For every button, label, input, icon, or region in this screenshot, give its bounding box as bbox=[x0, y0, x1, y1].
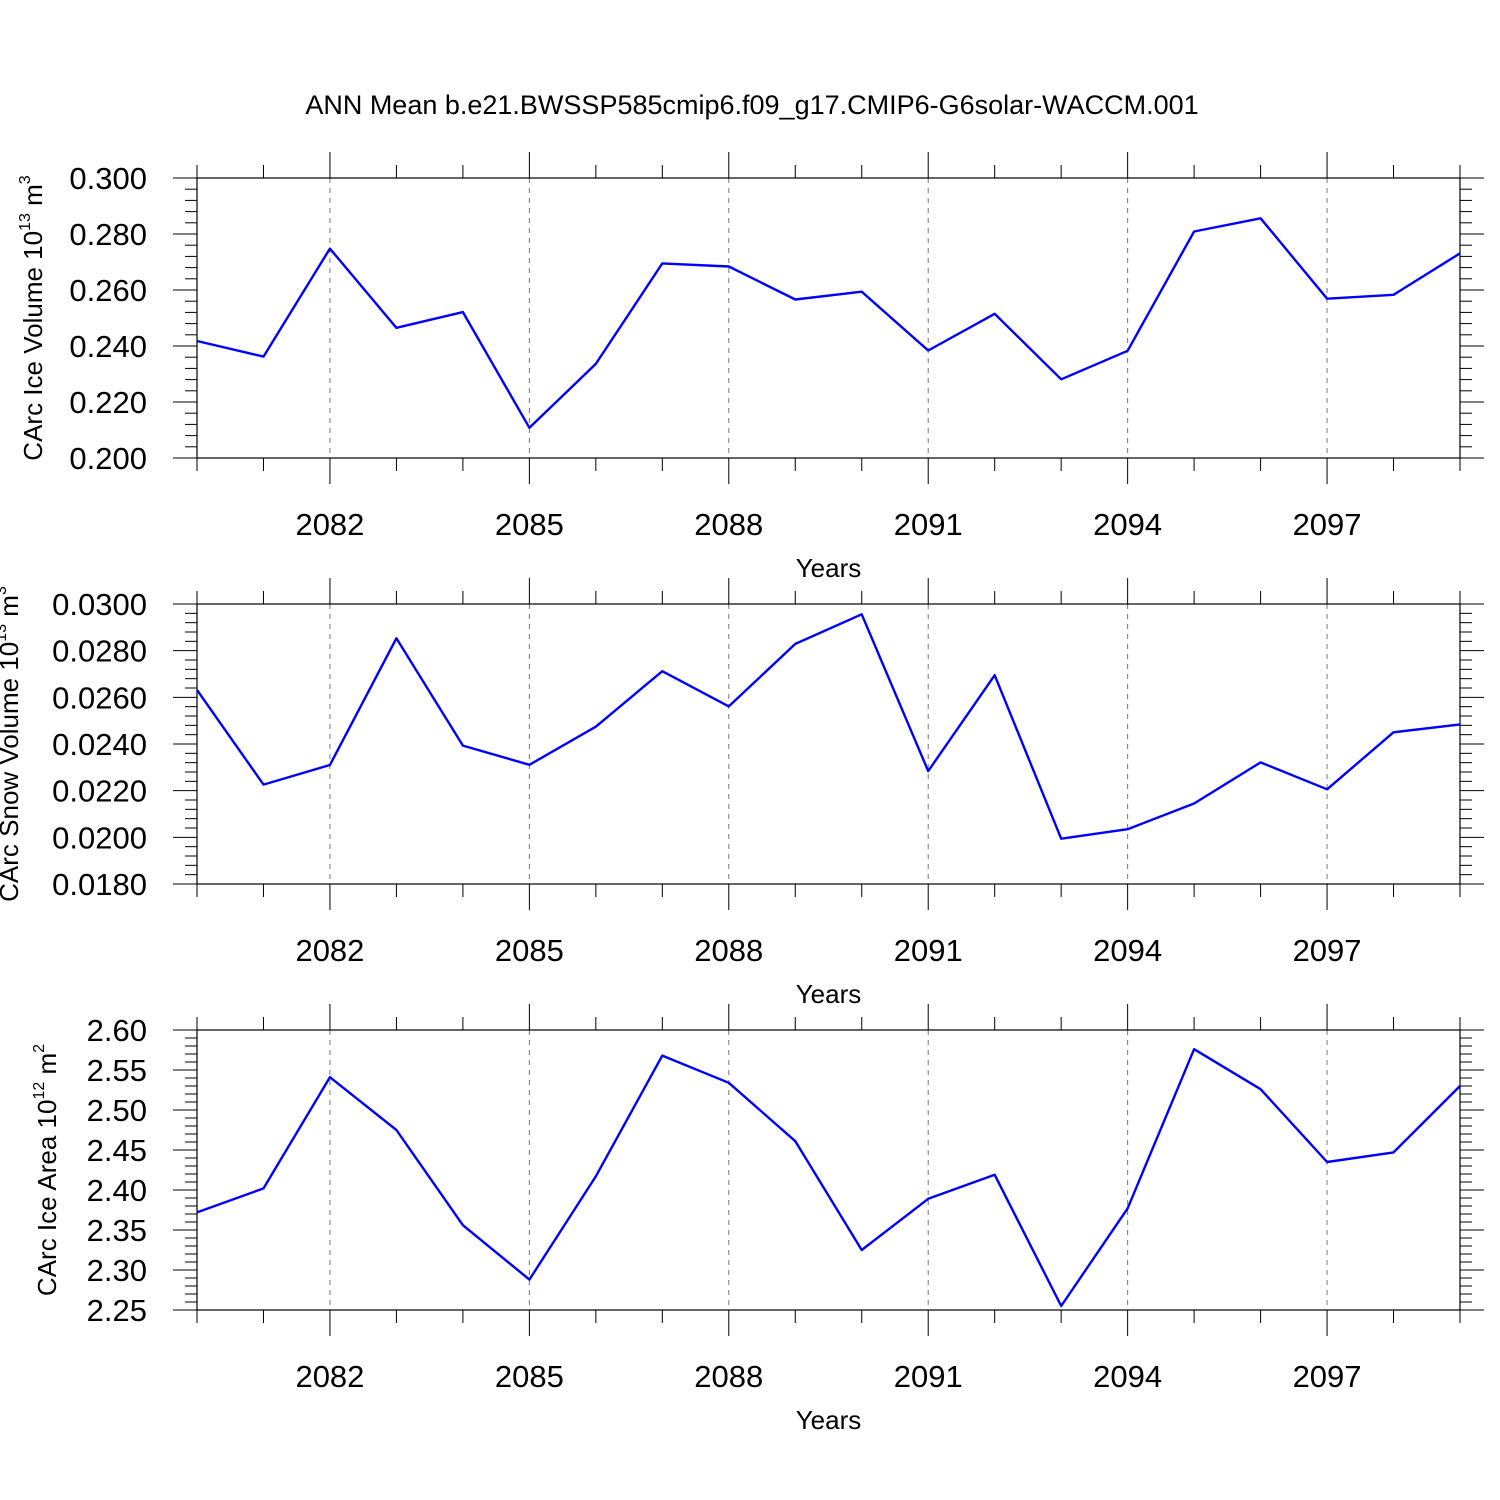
y-axis-title-unit: m bbox=[18, 184, 48, 213]
y-tick-label: 0.0240 bbox=[52, 727, 147, 762]
panels: 2082 2085 2088 2091 2094 2097 Years 0.200 0.220 0… bbox=[0, 152, 1484, 1435]
y-tick-label: 2.45 bbox=[87, 1133, 147, 1168]
x-tick-label: 2085 bbox=[495, 933, 564, 968]
y-tick-label: 2.40 bbox=[87, 1173, 147, 1208]
x-tick-label: 2091 bbox=[894, 1359, 963, 1394]
x-tick-label: 2091 bbox=[894, 933, 963, 968]
x-tick-label: 2082 bbox=[295, 1359, 364, 1394]
x-tick-label: 2094 bbox=[1093, 1359, 1162, 1394]
plot-frame bbox=[196, 603, 1461, 885]
y-axis-title-exponent: 13 bbox=[0, 624, 10, 642]
y-tick-label: 2.35 bbox=[87, 1213, 147, 1248]
x-tick-label: 2082 bbox=[295, 507, 364, 542]
y-axis-title-unit: m bbox=[32, 1053, 62, 1082]
x-tick-label: 2082 bbox=[295, 933, 364, 968]
x-tick-label: 2085 bbox=[495, 507, 564, 542]
plot-frame bbox=[196, 1029, 1461, 1311]
y-tick-label: 2.55 bbox=[87, 1053, 147, 1088]
x-axis-title: Years bbox=[796, 979, 862, 1009]
y-axis-title: CArc Ice Volume 1013 m3 bbox=[17, 175, 48, 460]
y-tick-label: 0.0260 bbox=[52, 680, 147, 715]
y-axis-title-unit-exponent: 3 bbox=[17, 175, 34, 184]
plot-frame bbox=[196, 177, 1461, 459]
y-tick-label: 0.200 bbox=[69, 441, 147, 476]
y-axis-title-exponent: 12 bbox=[31, 1082, 48, 1100]
y-axis-title: CArc Snow Volume 1013 m3 bbox=[0, 586, 24, 902]
x-tick-label: 2085 bbox=[495, 1359, 564, 1394]
y-tick-label: 2.60 bbox=[87, 1013, 147, 1048]
y-axis-title-text: CArc Snow Volume 10 bbox=[0, 642, 24, 902]
y-axis-title-unit-exponent: 3 bbox=[0, 586, 10, 595]
y-axis-title-unit: m bbox=[0, 595, 24, 624]
y-axis-title-text: CArc Ice Volume 10 bbox=[18, 231, 48, 461]
y-tick-label: 0.0220 bbox=[52, 774, 147, 809]
figure-title: ANN Mean b.e21.BWSSP585cmip6.f09_g17.CMI… bbox=[305, 90, 1198, 120]
x-tick-label: 2088 bbox=[694, 1359, 763, 1394]
y-tick-label: 0.0300 bbox=[52, 587, 147, 622]
chart-panel-1: 2082 2085 2088 2091 2094 2097 Years 0.200 0.220 0… bbox=[17, 152, 1484, 583]
y-tick-label: 0.220 bbox=[69, 385, 147, 420]
chart-panel-2: 2082 2085 2088 2091 2094 2097 Years 0.0180 0.020… bbox=[0, 578, 1484, 1009]
y-tick-label: 2.25 bbox=[87, 1293, 147, 1328]
y-tick-label: 2.50 bbox=[87, 1093, 147, 1128]
series-line bbox=[196, 613, 1461, 840]
x-tick-label: 2094 bbox=[1093, 507, 1162, 542]
y-axis-title-text: CArc Ice Area 10 bbox=[32, 1100, 62, 1297]
y-tick-label: 0.0180 bbox=[52, 867, 147, 902]
y-axis-title: CArc Ice Area 1012 m2 bbox=[31, 1044, 62, 1296]
y-tick-label: 2.30 bbox=[87, 1253, 147, 1288]
x-tick-label: 2091 bbox=[894, 507, 963, 542]
y-tick-label: 0.260 bbox=[69, 273, 147, 308]
y-tick-label: 0.240 bbox=[69, 329, 147, 364]
x-tick-label: 2097 bbox=[1293, 933, 1362, 968]
series-line bbox=[196, 1047, 1461, 1308]
x-tick-label: 2097 bbox=[1293, 507, 1362, 542]
x-tick-label: 2088 bbox=[694, 933, 763, 968]
chart-panel-3: 2082 2085 2088 2091 2094 2097 Years 2.25 2.30 2.3… bbox=[31, 1004, 1484, 1435]
y-axis-title-unit-exponent: 2 bbox=[31, 1044, 48, 1053]
x-tick-label: 2088 bbox=[694, 507, 763, 542]
y-tick-label: 0.0200 bbox=[52, 820, 147, 855]
x-tick-label: 2097 bbox=[1293, 1359, 1362, 1394]
x-tick-label: 2094 bbox=[1093, 933, 1162, 968]
y-tick-label: 0.0280 bbox=[52, 634, 147, 669]
series-line bbox=[196, 217, 1461, 429]
y-axis-title-exponent: 13 bbox=[17, 213, 34, 231]
y-tick-label: 0.300 bbox=[69, 161, 147, 196]
y-tick-label: 0.280 bbox=[69, 217, 147, 252]
x-axis-title: Years bbox=[796, 1405, 862, 1435]
x-axis-title: Years bbox=[796, 553, 862, 583]
